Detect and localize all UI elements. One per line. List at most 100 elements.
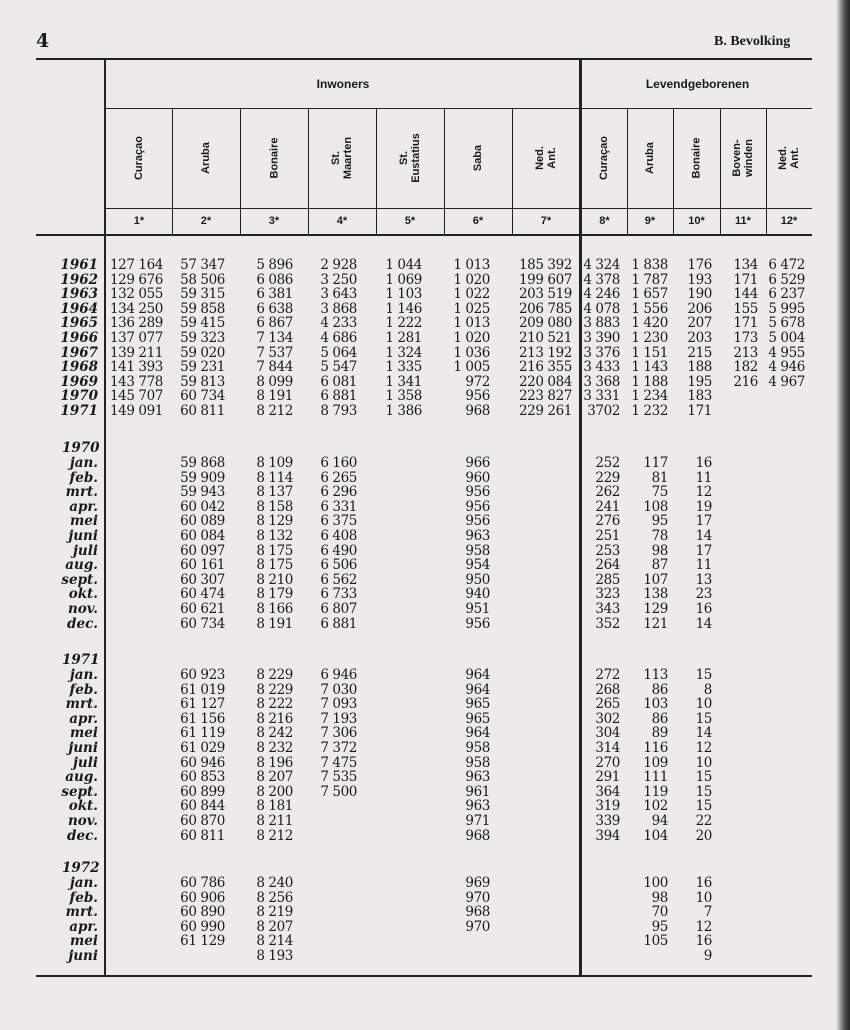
table-cell: 155 (733, 300, 758, 317)
table-row: jan. 59 868 8 109 6 160 966 252 117 16 (0, 456, 850, 470)
row-label: mei (69, 725, 98, 742)
table-cell: 59 231 (180, 359, 225, 376)
table-cell: 12 (695, 918, 713, 935)
table-cell: 143 778 (109, 373, 163, 390)
table-cell: 60 923 (180, 667, 225, 683)
table-cell: 70 (651, 904, 669, 921)
table-cell: 964 (465, 667, 490, 683)
table-row: apr. 61 156 8 216 7 193 965 302 86 15 (0, 712, 850, 726)
table-cell: 964 (465, 725, 490, 742)
table-cell: 132 055 (109, 286, 163, 303)
table-cell: 1 234 (631, 388, 668, 405)
table-cell: 8 099 (256, 373, 293, 390)
table-cell: 6 265 (320, 469, 357, 486)
table-cell: 5 064 (320, 344, 357, 361)
table-cell: 7 193 (320, 710, 357, 727)
column-header-label: Saba (471, 144, 484, 172)
table-row: feb. 59 909 8 114 6 265 960 229 81 11 (0, 471, 850, 485)
table-row: mei 60 089 8 129 6 375 956 276 95 17 (0, 514, 850, 528)
row-label: juni (68, 740, 98, 756)
table-row: 1968 141 393 59 231 7 844 5 547 1 335 1 005 216… (0, 360, 850, 374)
table-cell: 119 (643, 783, 668, 800)
row-label: 1968 (60, 359, 98, 376)
table-cell: 22 (695, 813, 713, 829)
table-cell: 60 474 (180, 586, 225, 603)
row-label: sept. (61, 571, 98, 588)
table-cell: 60 890 (180, 904, 225, 921)
column-header: St. Maarten (308, 110, 376, 206)
table-cell: 6 331 (320, 498, 357, 515)
column-divider (308, 108, 309, 235)
table-cell: 215 (687, 344, 712, 361)
table-cell: 314 (595, 740, 620, 756)
table-cell: 969 (465, 875, 490, 891)
table-cell: 1 281 (385, 330, 422, 346)
table-row: 1966 137 077 59 323 7 134 4 686 1 281 1 020 210… (0, 331, 850, 345)
column-divider (673, 108, 674, 235)
table-cell: 193 (687, 271, 712, 288)
table-cell: 60 734 (180, 615, 225, 632)
table-cell: 102 (643, 798, 668, 815)
table-cell: 89 (651, 725, 669, 742)
column-header-label: Curaçao (598, 135, 611, 181)
table-cell: 59 943 (180, 484, 225, 501)
table-cell: 129 (643, 601, 668, 617)
table-cell: 8 256 (256, 889, 293, 906)
row-label: apr. (69, 710, 98, 727)
table-cell: 11 (695, 469, 713, 486)
table-cell: 16 (695, 601, 713, 617)
table-row: 1964 134 250 59 858 6 638 3 868 1 146 1 025 206… (0, 302, 850, 316)
table-cell: 15 (695, 783, 713, 800)
table-cell: 129 676 (109, 271, 163, 288)
table-cell: 364 (595, 783, 620, 800)
column-divider (240, 108, 241, 235)
column-header-label: Aruba (200, 142, 212, 174)
table-cell: 964 (465, 681, 490, 698)
table-cell: 203 519 (518, 286, 572, 303)
table-cell: 251 (595, 528, 620, 544)
table-cell: 5 547 (320, 359, 357, 376)
table-cell: 6 506 (320, 557, 357, 574)
table-row: okt. 60 474 8 179 6 733 940 323 138 23 (0, 587, 850, 601)
table-cell: 95 (651, 918, 669, 935)
table-cell: 291 (595, 769, 620, 786)
table-cell: 139 211 (109, 344, 163, 361)
row-label: 1967 (60, 344, 98, 361)
table-cell: 100 (643, 875, 668, 891)
table-cell: 1 151 (631, 344, 668, 361)
table-cell: 127 164 (109, 257, 163, 273)
table-row: dec. 60 811 8 212 968 394 104 20 (0, 829, 850, 843)
table-row: 1971 149 091 60 811 8 212 8 793 1 386 968 229 2… (0, 404, 850, 418)
table-cell: 5 678 (768, 315, 805, 332)
column-number: 4* (336, 215, 348, 227)
table-cell: 229 261 (518, 403, 572, 419)
table-cell: 8 240 (256, 875, 293, 891)
year-section-label: 1972 (62, 860, 100, 876)
table-cell: 59 868 (180, 455, 225, 471)
rule-top (36, 58, 812, 60)
table-row: 1970 145 707 60 734 8 191 6 881 1 358 956 223 8… (0, 389, 850, 403)
table-cell: 1 188 (631, 373, 668, 390)
column-header: Curaçao (106, 110, 172, 206)
table-cell: 954 (465, 557, 490, 574)
column-header-label: Aruba (644, 142, 656, 174)
table-row: mei 61 119 8 242 7 306 964 304 89 14 (0, 726, 850, 740)
table-cell: 4 955 (768, 344, 805, 361)
table-cell: 121 (643, 615, 668, 632)
table-cell: 8 196 (256, 754, 293, 771)
column-header-label: Boven- winden (730, 139, 755, 177)
table-cell: 8 219 (256, 904, 293, 921)
table-cell: 1 838 (631, 257, 668, 273)
page-edge-shadow (836, 0, 850, 1030)
table-cell: 14 (695, 725, 713, 742)
table-cell: 4 686 (320, 330, 357, 346)
row-label: jan. (69, 455, 98, 471)
table-cell: 210 521 (518, 330, 572, 346)
table-cell: 352 (595, 615, 620, 632)
table-cell: 190 (687, 286, 712, 303)
column-header: Aruba (172, 110, 240, 206)
column-divider (512, 108, 513, 235)
table-cell: 3 643 (320, 286, 357, 303)
column-divider (766, 108, 767, 235)
table-cell: 8 242 (256, 725, 293, 742)
